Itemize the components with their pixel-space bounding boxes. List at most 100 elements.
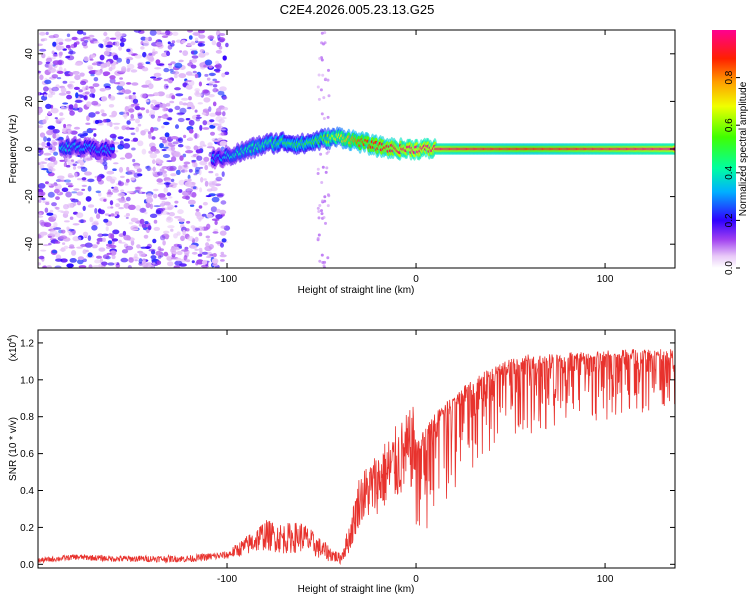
noise-blob: [69, 216, 74, 220]
noise-blob: [140, 41, 144, 45]
noise-blob: [166, 160, 173, 163]
noise-blob: [153, 72, 162, 77]
noise-blob: [38, 162, 41, 166]
noise-blob: [177, 138, 182, 142]
noise-blob: [152, 166, 156, 172]
noise-blob: [156, 178, 163, 183]
noise-blob: [318, 259, 322, 263]
noise-blob: [176, 39, 182, 43]
noise-blob: [204, 59, 213, 66]
noise-blob: [66, 33, 71, 38]
noise-blob: [145, 109, 150, 114]
noise-blob: [206, 251, 213, 257]
noise-blob: [93, 41, 100, 44]
noise-blob: [81, 188, 86, 191]
noise-blob: [127, 204, 136, 210]
noise-blob: [169, 100, 175, 104]
noise-blob: [221, 106, 229, 111]
noise-blob: [185, 150, 194, 154]
noise-blob: [189, 204, 195, 207]
noise-blob: [205, 242, 210, 247]
noise-blob: [161, 125, 165, 129]
noise-blob: [167, 204, 174, 210]
noise-blob: [217, 34, 221, 41]
noise-blob: [45, 103, 52, 109]
noise-blob: [193, 173, 198, 176]
noise-blob: [39, 48, 47, 52]
noise-blob: [77, 201, 81, 206]
noise-blob: [109, 200, 114, 206]
noise-blob: [140, 36, 147, 41]
noise-blob: [46, 142, 51, 147]
noise-blob: [123, 111, 128, 114]
noise-blob: [60, 87, 67, 93]
noise-blob: [325, 166, 329, 170]
noise-blob: [214, 64, 220, 68]
noise-blob: [68, 184, 74, 188]
noise-blob: [106, 61, 111, 67]
noise-blob: [121, 249, 129, 254]
noise-blob: [119, 157, 126, 160]
noise-blob: [60, 229, 66, 234]
noise-blob: [130, 132, 136, 136]
colorbar: 0.0 0.2 0.4 0.6 0.8 Normalized spectral ampl…: [712, 30, 749, 275]
noise-blob: [62, 80, 68, 84]
colorbar-gradient: [712, 30, 736, 268]
noise-blob: [316, 172, 320, 175]
noise-blob: [118, 70, 126, 73]
noise-blob: [45, 181, 49, 185]
noise-blob: [108, 104, 115, 108]
noise-blob: [96, 176, 102, 182]
noise-blob: [317, 216, 321, 220]
noise-blob: [55, 138, 61, 141]
noise-blob: [146, 165, 151, 172]
noise-blob: [164, 132, 170, 138]
noise-blob: [157, 115, 162, 119]
noise-blob: [38, 199, 42, 203]
noise-blob: [54, 117, 58, 120]
noise-blob: [149, 152, 157, 159]
noise-blob: [178, 59, 184, 63]
noise-blob: [161, 35, 169, 38]
noise-blob: [195, 118, 200, 122]
noise-blob: [138, 258, 143, 264]
noise-blob: [79, 72, 85, 77]
noise-blob: [188, 96, 192, 101]
noise-blob: [170, 42, 175, 47]
noise-blob: [172, 251, 179, 255]
noise-blob: [147, 131, 152, 135]
noise-blob: [105, 44, 113, 48]
noise-blob: [214, 80, 220, 83]
snr-panel: -100 0 100 0.0 0.2 0.4 0.6 0.8 1.0 1.2 Height of…: [7, 329, 676, 595]
noise-blob: [76, 212, 84, 219]
noise-blob: [140, 46, 145, 50]
noise-blob: [47, 162, 55, 169]
noise-blob: [188, 199, 196, 205]
noise-blob: [81, 86, 86, 92]
noise-blob: [157, 91, 165, 97]
noise-blob: [38, 212, 42, 216]
noise-blob: [57, 70, 64, 74]
noise-blob: [92, 83, 100, 88]
noise-blob: [324, 170, 328, 174]
noise-blob: [89, 216, 94, 223]
noise-blob: [84, 91, 90, 95]
noise-blob: [203, 64, 209, 68]
noise-blob: [42, 38, 48, 41]
noise-blob: [193, 145, 199, 151]
noise-blob: [208, 182, 216, 188]
noise-blob: [80, 244, 87, 247]
noise-blob: [190, 64, 197, 69]
noise-blob: [217, 124, 221, 131]
noise-blob: [102, 161, 108, 167]
noise-blob: [318, 57, 322, 60]
noise-blob: [186, 187, 191, 194]
noise-blob: [52, 214, 58, 220]
noise-blob: [91, 100, 99, 106]
noise-blob: [76, 246, 84, 249]
noise-blob: [186, 42, 192, 47]
noise-blob: [40, 168, 49, 171]
noise-blob: [93, 133, 97, 137]
noise-blob: [163, 201, 171, 206]
noise-blob: [96, 237, 104, 242]
